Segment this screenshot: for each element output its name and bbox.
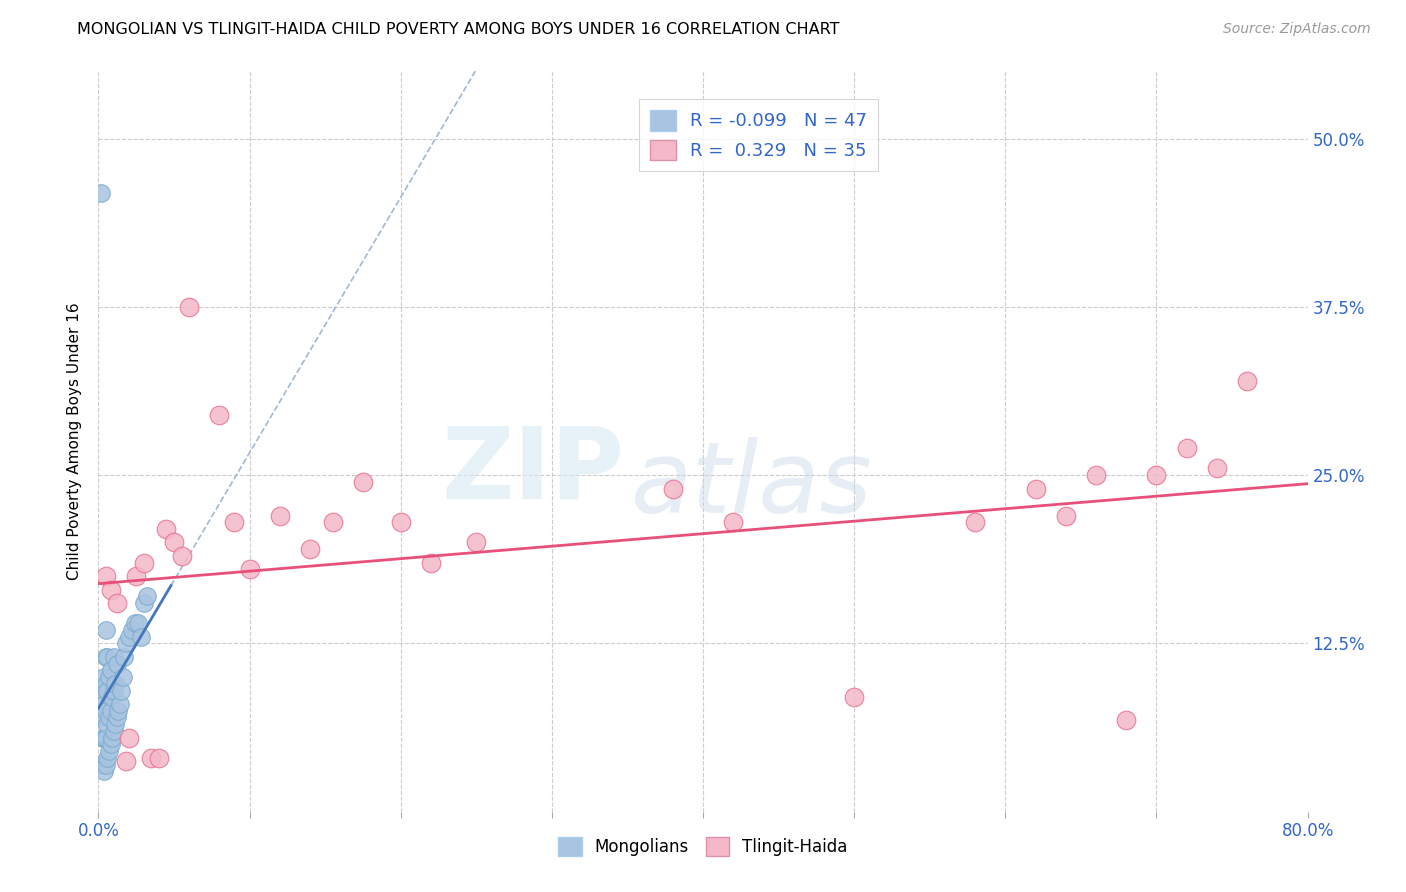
Point (105, 710, 128, 724)
Point (465, 535, 488, 549)
Point (100, 704, 122, 718)
Point (94, 731, 117, 745)
Point (101, 731, 124, 745)
Point (269, 508, 291, 523)
Point (104, 677, 127, 691)
Point (98, 670, 121, 684)
Point (114, 754, 136, 768)
Point (93, 764, 115, 779)
Text: MONGOLIAN VS TLINGIT-HAIDA CHILD POVERTY AMONG BOYS UNDER 16 CORRELATION CHART: MONGOLIAN VS TLINGIT-HAIDA CHILD POVERTY… (77, 22, 839, 37)
Point (110, 683, 132, 698)
Y-axis label: Child Poverty Among Boys Under 16: Child Poverty Among Boys Under 16 (67, 302, 83, 581)
Point (239, 562, 262, 576)
Point (125, 569, 148, 583)
Point (179, 300, 201, 314)
Point (118, 731, 141, 745)
Point (1085, 468, 1108, 483)
Point (163, 535, 186, 549)
Point (105, 657, 128, 671)
Point (94, 623, 117, 637)
Point (170, 549, 193, 563)
Point (118, 630, 141, 644)
Point (108, 697, 131, 711)
Point (112, 649, 135, 664)
Text: Source: ZipAtlas.com: Source: ZipAtlas.com (1223, 22, 1371, 37)
Point (94, 649, 117, 664)
Point (96, 649, 118, 664)
Point (224, 516, 246, 530)
Point (723, 516, 745, 530)
Point (299, 542, 322, 557)
Point (94, 677, 117, 691)
Point (91, 757, 114, 772)
Point (107, 704, 129, 718)
Point (155, 522, 177, 536)
Legend: Mongolians, Tlingit-Haida: Mongolians, Tlingit-Haida (551, 830, 855, 863)
Point (661, 482, 683, 496)
Point (94, 704, 117, 718)
Point (96, 751, 118, 765)
Point (148, 751, 170, 765)
Point (103, 723, 125, 738)
Point (135, 590, 157, 604)
Point (103, 683, 125, 698)
Point (100, 664, 122, 678)
Point (141, 751, 163, 765)
Point (129, 630, 152, 644)
Point (208, 408, 231, 422)
Point (94, 569, 117, 583)
Point (389, 516, 412, 530)
Point (91, 731, 114, 745)
Point (132, 556, 155, 570)
Point (103, 649, 125, 664)
Point (1206, 461, 1229, 475)
Point (1144, 468, 1167, 483)
Point (100, 738, 122, 752)
Point (420, 556, 443, 570)
Point (100, 582, 122, 597)
Point (1024, 482, 1046, 496)
Point (114, 636, 136, 650)
Point (93, 670, 115, 684)
Point (94, 757, 117, 772)
Point (132, 596, 155, 610)
Point (127, 616, 149, 631)
Point (98, 744, 121, 758)
Point (96, 717, 118, 731)
Point (91, 710, 114, 724)
Point (104, 717, 127, 731)
Point (101, 690, 124, 705)
Point (1115, 713, 1137, 727)
Point (124, 616, 146, 631)
Point (121, 623, 143, 637)
Point (844, 690, 866, 705)
Point (1236, 374, 1258, 388)
Point (1054, 508, 1077, 523)
Point (93, 731, 115, 745)
Point (105, 596, 128, 610)
Point (322, 516, 344, 530)
Point (111, 670, 134, 684)
Point (91, 683, 114, 698)
Point (96, 683, 118, 698)
Point (93, 697, 115, 711)
Point (965, 516, 987, 530)
Text: atlas: atlas (630, 437, 872, 534)
Text: ZIP: ZIP (441, 423, 624, 520)
Point (352, 475, 374, 489)
Point (90, 186, 112, 200)
Point (1175, 442, 1198, 456)
Point (98, 710, 121, 724)
